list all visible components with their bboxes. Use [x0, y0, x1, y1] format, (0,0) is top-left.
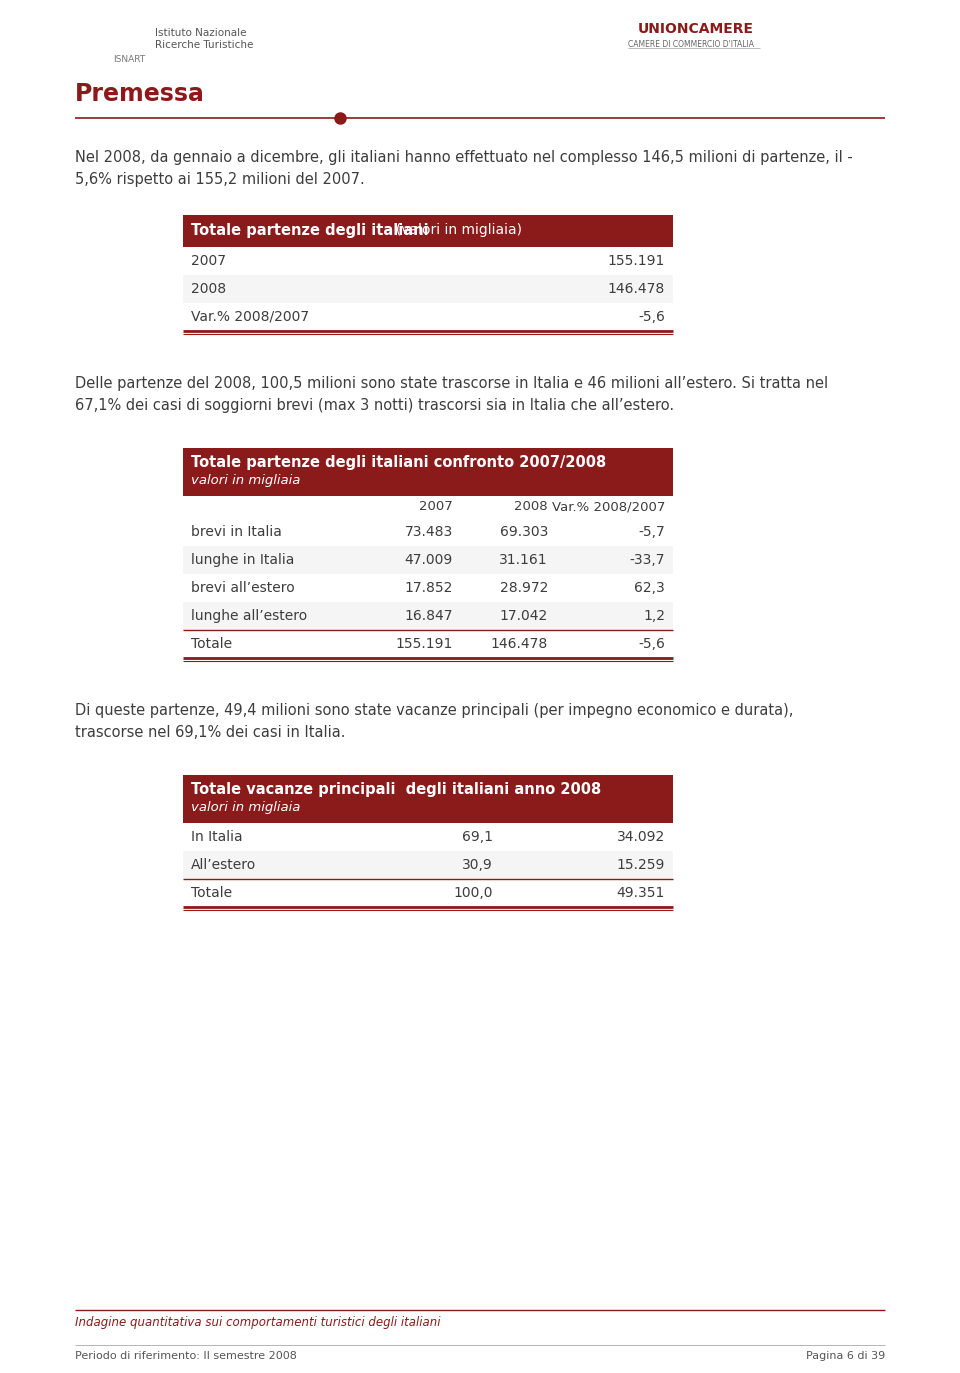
- Text: Totale: Totale: [191, 886, 232, 899]
- Text: 30,9: 30,9: [463, 858, 493, 872]
- Text: valori in migliaia: valori in migliaia: [191, 474, 300, 487]
- Text: brevi all’estero: brevi all’estero: [191, 581, 295, 595]
- Text: lunghe in Italia: lunghe in Italia: [191, 553, 295, 567]
- Bar: [183, 496, 673, 518]
- Text: 146.478: 146.478: [491, 637, 548, 651]
- Text: Di queste partenze, 49,4 milioni sono state vacanze principali (per impegno econ: Di queste partenze, 49,4 milioni sono st…: [75, 703, 793, 718]
- Text: 69,1: 69,1: [462, 831, 493, 844]
- Text: Premessa: Premessa: [75, 82, 204, 106]
- Text: 2008: 2008: [191, 281, 227, 297]
- Text: Totale: Totale: [191, 637, 232, 651]
- Text: 2008: 2008: [515, 501, 548, 514]
- Text: 1,2: 1,2: [643, 610, 665, 623]
- Bar: [183, 774, 673, 822]
- Text: 17.852: 17.852: [404, 581, 453, 595]
- Text: CAMERE DI COMMERCIO D'ITALIA: CAMERE DI COMMERCIO D'ITALIA: [628, 40, 754, 49]
- Text: 15.259: 15.259: [616, 858, 665, 872]
- Text: 31.161: 31.161: [499, 553, 548, 567]
- Text: 155.191: 155.191: [608, 254, 665, 268]
- Text: Pagina 6 di 39: Pagina 6 di 39: [805, 1351, 885, 1361]
- Text: Var.% 2008/2007: Var.% 2008/2007: [552, 501, 665, 514]
- Text: 17.042: 17.042: [500, 610, 548, 623]
- Text: Totale vacanze principali  degli italiani anno 2008: Totale vacanze principali degli italiani…: [191, 783, 601, 796]
- Bar: [183, 879, 673, 908]
- Bar: [183, 247, 673, 275]
- Text: UNIONCAMERE: UNIONCAMERE: [638, 22, 754, 36]
- Text: 5,6% rispetto ai 155,2 milioni del 2007.: 5,6% rispetto ai 155,2 milioni del 2007.: [75, 172, 365, 187]
- Text: 34.092: 34.092: [616, 831, 665, 844]
- Bar: [183, 518, 673, 546]
- Text: ISNART: ISNART: [113, 55, 145, 65]
- Text: 100,0: 100,0: [453, 886, 493, 899]
- Bar: [183, 546, 673, 574]
- Bar: [183, 630, 673, 658]
- Bar: [183, 851, 673, 879]
- Text: 2007: 2007: [191, 254, 226, 268]
- Text: 67,1% dei casi di soggiorni brevi (max 3 notti) trascorsi sia in Italia che all’: 67,1% dei casi di soggiorni brevi (max 3…: [75, 398, 674, 413]
- Text: 69.303: 69.303: [499, 524, 548, 540]
- Bar: [183, 448, 673, 496]
- Bar: [183, 303, 673, 331]
- Bar: [183, 822, 673, 851]
- Text: Totale partenze degli italiani confronto 2007/2008: Totale partenze degli italiani confronto…: [191, 454, 607, 470]
- Text: -33,7: -33,7: [630, 553, 665, 567]
- Text: valori in migliaia: valori in migliaia: [191, 800, 300, 814]
- Text: Istituto Nazionale: Istituto Nazionale: [155, 27, 247, 38]
- Bar: [183, 275, 673, 303]
- Text: All’estero: All’estero: [191, 858, 256, 872]
- Text: Nel 2008, da gennaio a dicembre, gli italiani hanno effettuato nel complesso 146: Nel 2008, da gennaio a dicembre, gli ita…: [75, 150, 852, 165]
- Text: In Italia: In Italia: [191, 831, 243, 844]
- Text: -5,7: -5,7: [638, 524, 665, 540]
- Text: -5,6: -5,6: [638, 310, 665, 324]
- Text: 73.483: 73.483: [405, 524, 453, 540]
- Text: 62,3: 62,3: [635, 581, 665, 595]
- Text: Delle partenze del 2008, 100,5 milioni sono state trascorse in Italia e 46 milio: Delle partenze del 2008, 100,5 milioni s…: [75, 376, 828, 391]
- Bar: [183, 601, 673, 630]
- Text: lunghe all’estero: lunghe all’estero: [191, 610, 307, 623]
- Text: (valori in migliaia): (valori in migliaia): [387, 222, 522, 238]
- Text: brevi in Italia: brevi in Italia: [191, 524, 282, 540]
- Text: 2007: 2007: [420, 501, 453, 514]
- Text: 28.972: 28.972: [499, 581, 548, 595]
- Text: Var.% 2008/2007: Var.% 2008/2007: [191, 310, 309, 324]
- Text: trascorse nel 69,1% dei casi in Italia.: trascorse nel 69,1% dei casi in Italia.: [75, 725, 346, 740]
- Text: 47.009: 47.009: [405, 553, 453, 567]
- Text: 155.191: 155.191: [396, 637, 453, 651]
- Text: Indagine quantitativa sui comportamenti turistici degli italiani: Indagine quantitativa sui comportamenti …: [75, 1315, 441, 1329]
- Text: Ricerche Turistiche: Ricerche Turistiche: [155, 40, 253, 49]
- Text: 16.847: 16.847: [404, 610, 453, 623]
- Bar: [183, 216, 673, 247]
- Text: Totale partenze degli italiani: Totale partenze degli italiani: [191, 222, 428, 238]
- Text: -5,6: -5,6: [638, 637, 665, 651]
- Text: 146.478: 146.478: [608, 281, 665, 297]
- Text: 49.351: 49.351: [616, 886, 665, 899]
- Bar: [183, 574, 673, 601]
- Text: Periodo di riferimento: II semestre 2008: Periodo di riferimento: II semestre 2008: [75, 1351, 297, 1361]
